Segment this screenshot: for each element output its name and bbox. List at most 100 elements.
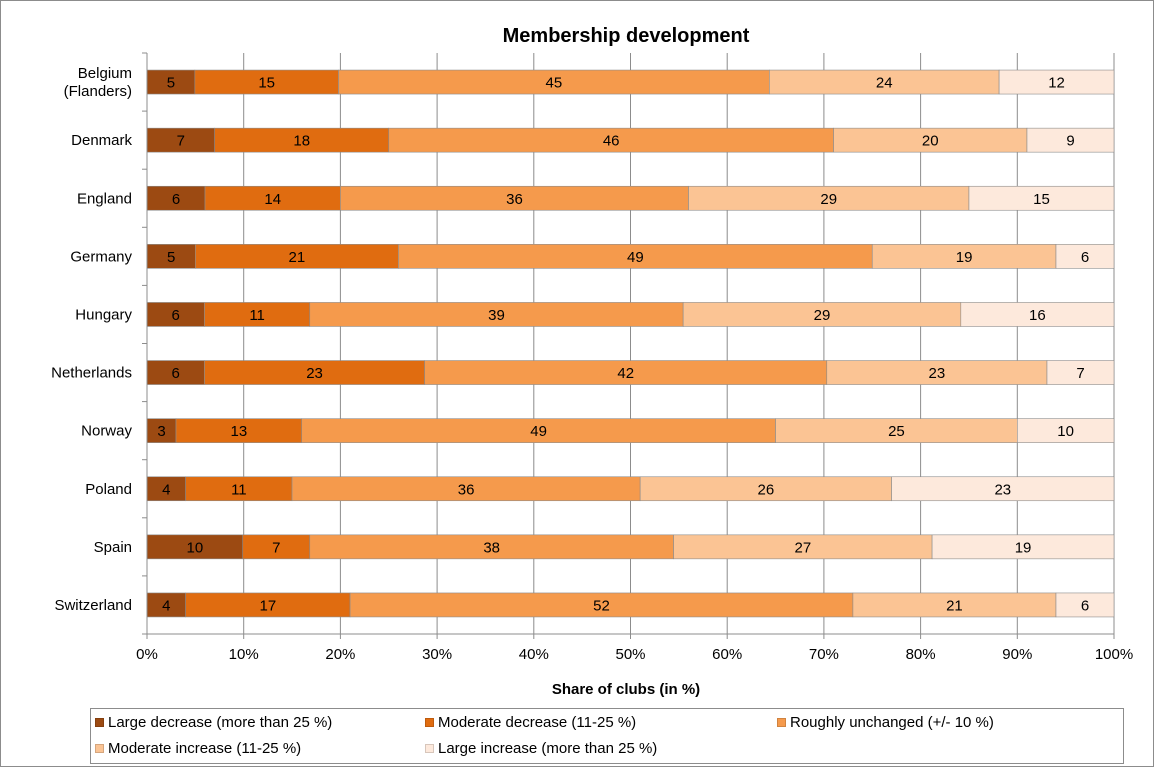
data-label: 6 — [172, 191, 180, 208]
bar-segment — [146, 127, 215, 153]
data-label: 12 — [1048, 75, 1065, 92]
bars: 5 15 45 24 127 18 46 20 96 14 36 29 155 21 49 19 66 11 39 2… — [146, 69, 1115, 618]
data-label: 36 — [506, 191, 523, 208]
bar-segment — [146, 185, 206, 211]
data-label: 5 — [167, 75, 175, 92]
bar-segment — [338, 69, 770, 95]
bar-segment — [1046, 360, 1115, 385]
bar-segment — [388, 127, 834, 153]
bar-segment — [833, 127, 1028, 153]
legend-label: Moderate increase (11-25 %) — [108, 740, 302, 757]
legend-item: Large increase (more than 25 %) — [425, 740, 657, 757]
y-tick-label: Switzerland — [54, 597, 132, 614]
bar-segment — [1026, 127, 1115, 153]
data-label: 3 — [157, 423, 165, 440]
data-label: 11 — [231, 481, 247, 498]
data-label: 15 — [258, 75, 275, 92]
y-tick-label: Denmark — [71, 132, 132, 149]
bar-segment — [775, 418, 1018, 443]
bar-segment — [309, 302, 684, 327]
bar-segment — [1055, 244, 1115, 269]
data-label: 25 — [888, 423, 905, 440]
data-label: 6 — [1081, 597, 1089, 614]
data-label: 14 — [264, 191, 281, 208]
x-tick-label: 100% — [1095, 646, 1133, 663]
legend-label: Roughly unchanged (+/- 10 %) — [790, 714, 994, 731]
data-label: 4 — [162, 597, 170, 614]
bar-segment — [826, 360, 1048, 385]
data-label: 6 — [172, 365, 180, 382]
legend-label: Large decrease (more than 25 %) — [108, 714, 333, 731]
bar-segment — [398, 244, 873, 269]
legend-swatch — [425, 744, 434, 753]
x-tick-label: 70% — [809, 646, 839, 663]
x-axis-title: Share of clubs (in %) — [552, 681, 700, 698]
chart-title: Membership development — [503, 25, 750, 47]
legend-item: Large decrease (more than 25 %) — [95, 714, 332, 731]
bar-segment — [639, 476, 892, 502]
bar-segment — [195, 244, 399, 269]
data-label: 42 — [617, 365, 634, 382]
data-label: 39 — [488, 307, 505, 324]
data-label: 13 — [231, 423, 248, 440]
data-label: 46 — [603, 133, 620, 150]
data-label: 23 — [994, 481, 1011, 498]
legend: Large decrease (more than 25 %) Moderate … — [90, 708, 1124, 764]
bar-segment — [194, 69, 339, 95]
data-label: 19 — [1015, 539, 1032, 556]
data-label: 17 — [260, 597, 277, 614]
legend-item: Moderate decrease (11-25 %) — [425, 714, 636, 731]
y-tick-label: England — [77, 190, 132, 207]
data-label: 10 — [187, 539, 204, 556]
bar-segment — [242, 534, 311, 560]
data-label: 23 — [306, 365, 323, 382]
data-label: 7 — [1076, 365, 1084, 382]
bar-segment — [349, 592, 854, 618]
data-label: 49 — [627, 249, 644, 266]
data-label: 11 — [249, 307, 265, 324]
x-tick-label: 80% — [906, 646, 936, 663]
bar-segment — [1055, 592, 1115, 618]
data-label: 36 — [458, 481, 475, 498]
legend-item: Roughly unchanged (+/- 10 %) — [777, 714, 994, 731]
data-label: 5 — [167, 249, 175, 266]
data-label: 21 — [289, 249, 306, 266]
x-tick-label: 20% — [325, 646, 355, 663]
bar-segment — [960, 302, 1115, 327]
bar-segment — [204, 185, 341, 211]
x-tick-label: 90% — [1002, 646, 1032, 663]
bar-segment — [1016, 418, 1115, 443]
data-label: 23 — [929, 365, 946, 382]
x-tick-label: 40% — [519, 646, 549, 663]
bar-segment — [146, 592, 186, 618]
bar-segment — [340, 185, 689, 211]
data-label: 6 — [1081, 249, 1089, 266]
y-tick-label: Belgium (Flanders) — [64, 65, 132, 100]
x-tick-label: 30% — [422, 646, 452, 663]
bar-segment — [968, 185, 1115, 211]
data-label: 6 — [172, 307, 180, 324]
bar-segment — [146, 244, 196, 269]
bar-segment — [146, 302, 205, 327]
data-label: 15 — [1033, 191, 1050, 208]
data-label: 24 — [876, 75, 893, 92]
bar-segment — [931, 534, 1115, 560]
data-label: 20 — [922, 133, 939, 150]
bar-segment — [769, 69, 1000, 95]
data-label: 10 — [1057, 423, 1074, 440]
legend-label: Large increase (more than 25 %) — [438, 740, 658, 757]
data-label: 38 — [483, 539, 500, 556]
data-label: 19 — [956, 249, 973, 266]
axes: 0% 10% 20% 30% 40% 50% 60% 70% 80% 90% 100% Belgium… — [51, 52, 1133, 663]
bar-segment — [688, 185, 970, 211]
bar-segment — [146, 534, 244, 560]
bar-segment — [214, 127, 390, 153]
data-label: 29 — [814, 307, 831, 324]
bar-segment — [185, 592, 351, 618]
bar-segment — [998, 69, 1115, 95]
legend-label: Moderate decrease (11-25 %) — [438, 714, 637, 731]
bar-segment — [291, 476, 641, 502]
data-label: 21 — [946, 597, 963, 614]
legend-swatch — [425, 718, 434, 727]
x-tick-label: 0% — [136, 646, 158, 663]
